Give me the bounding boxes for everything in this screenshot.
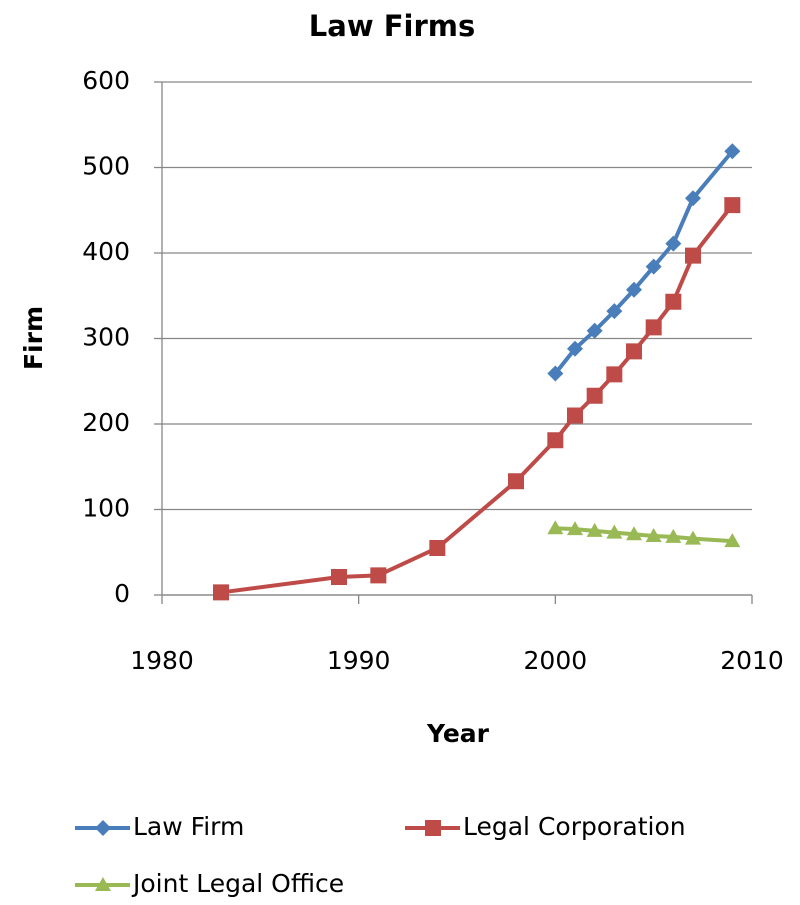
- x-tick-label: 1990: [327, 646, 391, 675]
- y-tick-label: 300: [82, 323, 130, 352]
- legend-label: Law Firm: [133, 812, 244, 841]
- marker: [567, 407, 583, 424]
- legend-label: Legal Corporation: [463, 812, 686, 841]
- marker: [567, 340, 583, 357]
- marker: [95, 820, 111, 836]
- marker: [331, 569, 347, 586]
- marker: [626, 343, 642, 360]
- chart-title: Law Firms: [309, 9, 475, 43]
- marker: [547, 365, 564, 382]
- x-axis-label: Year: [426, 719, 490, 748]
- x-tick-label: 2000: [524, 646, 588, 675]
- marker: [685, 247, 701, 264]
- y-tick-label: 100: [82, 494, 130, 523]
- marker: [685, 530, 701, 545]
- marker: [724, 197, 741, 214]
- marker: [665, 235, 682, 252]
- marker: [370, 567, 387, 584]
- marker: [724, 533, 741, 548]
- marker: [547, 520, 564, 535]
- marker: [547, 432, 564, 449]
- y-tick-label: 400: [82, 237, 130, 266]
- x-tick-label: 1980: [130, 646, 194, 675]
- y-tick-label: 500: [82, 152, 130, 181]
- marker: [586, 522, 603, 537]
- marker: [645, 528, 662, 543]
- marker: [213, 584, 229, 601]
- marker: [586, 322, 603, 339]
- marker: [567, 521, 583, 536]
- marker: [606, 524, 623, 539]
- marker: [645, 319, 662, 336]
- marker: [429, 539, 446, 556]
- marker: [645, 258, 662, 275]
- marker: [606, 366, 623, 383]
- marker: [586, 387, 603, 404]
- marker: [665, 528, 682, 543]
- legend-label: Joint Legal Office: [131, 869, 344, 898]
- marker: [685, 190, 701, 207]
- y-tick-label: 200: [82, 408, 130, 437]
- y-axis-label: Firm: [19, 306, 48, 370]
- marker: [425, 820, 441, 836]
- marker: [606, 303, 623, 320]
- marker: [665, 293, 682, 310]
- marker: [508, 473, 524, 490]
- y-tick-label: 600: [82, 66, 130, 95]
- y-tick-label: 0: [114, 579, 130, 608]
- marker: [95, 877, 111, 891]
- marker: [724, 143, 741, 160]
- marker: [626, 281, 642, 298]
- x-tick-label: 2010: [720, 646, 784, 675]
- marker: [626, 526, 642, 541]
